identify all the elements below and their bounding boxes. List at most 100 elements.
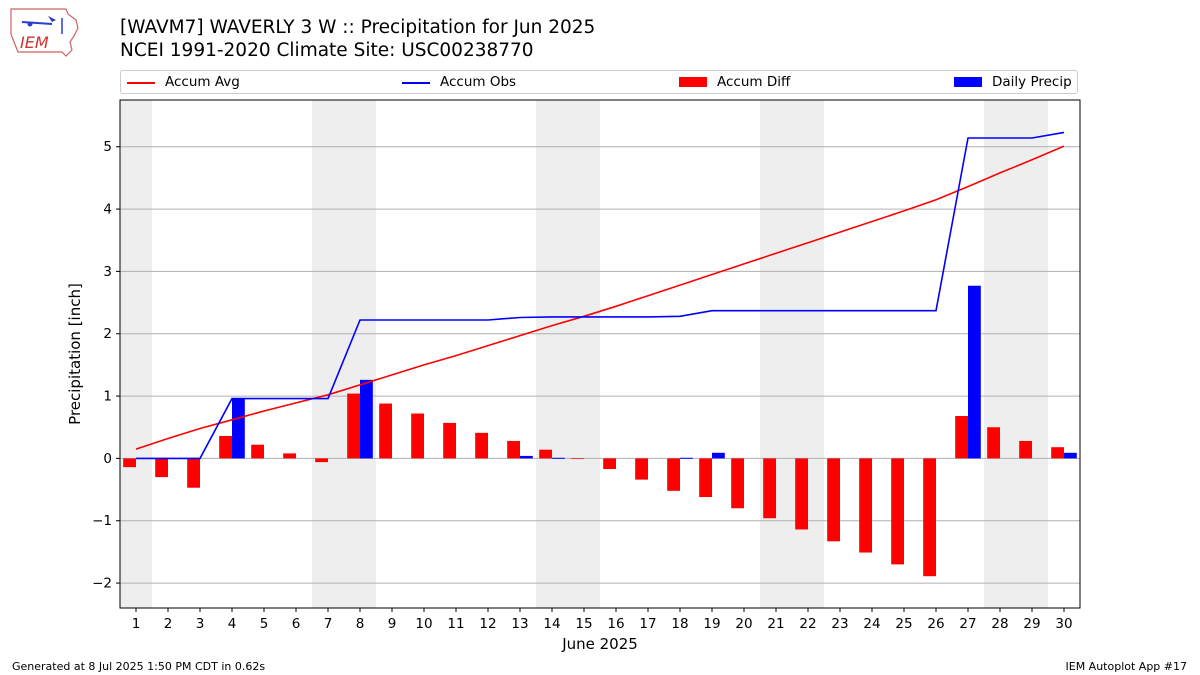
x-tick-label-12: 12 <box>479 616 496 632</box>
diff-bar-18 <box>667 458 680 491</box>
diff-bar-9 <box>379 403 392 459</box>
weekend-shade-29 <box>1016 100 1048 608</box>
legend-swatch-accum-obs <box>402 82 430 84</box>
x-tick-label-1: 1 <box>132 616 141 632</box>
x-tick-label-9: 9 <box>388 616 397 632</box>
iem-logo: IEM <box>8 6 80 60</box>
diff-bar-15 <box>571 458 584 460</box>
legend-label-accum-diff: Accum Diff <box>717 74 791 90</box>
diff-bar-17 <box>635 458 648 480</box>
diff-bar-14 <box>539 449 552 459</box>
x-tick-label-14: 14 <box>543 616 560 632</box>
x-tick-label-19: 19 <box>703 616 720 632</box>
x-tick-label-11: 11 <box>447 616 464 632</box>
diff-bar-5 <box>251 444 264 459</box>
legend-label-daily-precip: Daily Precip <box>992 74 1072 90</box>
x-tick-label-8: 8 <box>356 616 365 632</box>
precip-bar-19 <box>712 452 725 459</box>
x-tick-label-20: 20 <box>735 616 752 632</box>
diff-bar-29 <box>1019 440 1032 459</box>
x-tick-label-15: 15 <box>575 616 592 632</box>
diff-bar-8 <box>347 393 360 459</box>
precip-bar-13 <box>520 455 533 459</box>
diff-bar-7 <box>315 458 328 463</box>
diff-bar-28 <box>987 427 1000 459</box>
precip-bar-4 <box>232 398 245 459</box>
diff-bar-25 <box>891 458 904 565</box>
x-tick-label-26: 26 <box>927 616 944 632</box>
x-tick-label-22: 22 <box>799 616 816 632</box>
x-tick-label-10: 10 <box>415 616 432 632</box>
plot-frame <box>119 99 1081 609</box>
x-tick-label-27: 27 <box>959 616 976 632</box>
legend-label-accum-obs: Accum Obs <box>440 74 517 90</box>
x-tick-label-5: 5 <box>260 616 269 632</box>
accum-avg-line <box>135 145 1065 450</box>
diff-bar-3 <box>187 458 200 488</box>
x-tick-label-23: 23 <box>831 616 848 632</box>
y-tick-label-3: 3 <box>103 264 112 280</box>
x-tick-label-4: 4 <box>228 616 237 632</box>
x-tick-label-24: 24 <box>863 616 880 632</box>
x-axis-ticks: 1 2 3 4 5 6 7 8 9 10 11 12 13 14 15 16 17 18 19 20 21 22 23 24 2… <box>132 608 1073 632</box>
x-tick-label-16: 16 <box>607 616 624 632</box>
weekend-shade-8 <box>344 100 376 608</box>
diff-bar-16 <box>603 458 616 470</box>
y-tick-label--1: −1 <box>92 513 112 529</box>
precip-bar-30 <box>1064 452 1077 459</box>
weekend-shade-21 <box>760 100 792 608</box>
diff-bar-6 <box>283 453 296 459</box>
diff-bar-13 <box>507 440 520 459</box>
legend-swatch-accum-diff <box>679 77 707 87</box>
diff-bar-1 <box>123 458 136 468</box>
x-tick-label-21: 21 <box>767 616 784 632</box>
x-tick-label-29: 29 <box>1023 616 1040 632</box>
weekend-shade-15 <box>568 100 600 608</box>
chart-title: [WAVM7] WAVERLY 3 W :: Precipitation for… <box>120 17 596 38</box>
y-axis-label: Precipitation [inch] <box>66 283 84 425</box>
x-tick-label-6: 6 <box>292 616 301 632</box>
y-tick-label-2: 2 <box>103 326 112 342</box>
footer-generated: Generated at 8 Jul 2025 1:50 PM CDT in 0… <box>12 660 266 673</box>
chart-subtitle: NCEI 1991-2020 Climate Site: USC00238770 <box>120 40 534 61</box>
weekend-shade-1 <box>120 100 152 608</box>
y-tick-label--2: −2 <box>92 576 112 592</box>
x-tick-label-3: 3 <box>196 616 205 632</box>
accum-diff-bars <box>123 393 1064 577</box>
diff-bar-22 <box>795 458 808 530</box>
precip-bar-18 <box>680 457 693 459</box>
x-tick-label-30: 30 <box>1055 616 1072 632</box>
y-tick-label-5: 5 <box>103 139 112 155</box>
logo-text: IEM <box>20 33 49 52</box>
legend-label-accum-avg: Accum Avg <box>165 74 240 90</box>
legend-swatch-daily-precip <box>954 77 982 87</box>
weekend-shade-7 <box>312 100 344 608</box>
precip-bar-27 <box>968 285 981 459</box>
x-tick-label-2: 2 <box>164 616 173 632</box>
diff-bar-4 <box>219 435 232 459</box>
footer-app: IEM Autoplot App #17 <box>1065 660 1188 673</box>
diff-bar-30 <box>1051 447 1064 459</box>
x-axis-label: June 2025 <box>561 635 638 653</box>
x-tick-label-17: 17 <box>639 616 656 632</box>
accum-obs-line <box>136 131 1065 460</box>
diff-bar-12 <box>475 432 488 459</box>
y-tick-label-0: 0 <box>103 451 112 467</box>
diff-bar-23 <box>827 458 840 542</box>
diff-bar-24 <box>859 458 872 553</box>
accum-lines <box>135 131 1065 460</box>
legend: Accum Avg Accum Obs Accum Diff Daily Pre… <box>120 70 1078 94</box>
y-gridlines <box>120 146 1080 584</box>
weekend-shading <box>120 100 1048 608</box>
precip-bar-8 <box>360 379 373 459</box>
diff-bar-2 <box>155 458 168 478</box>
diff-bar-26 <box>923 458 936 577</box>
diff-bar-20 <box>731 458 744 509</box>
diff-bar-21 <box>763 458 776 519</box>
x-tick-label-7: 7 <box>324 616 333 632</box>
diff-bar-10 <box>411 413 424 459</box>
diff-bar-19 <box>699 458 712 498</box>
diff-bar-11 <box>443 422 456 459</box>
weekend-shade-28 <box>984 100 1016 608</box>
